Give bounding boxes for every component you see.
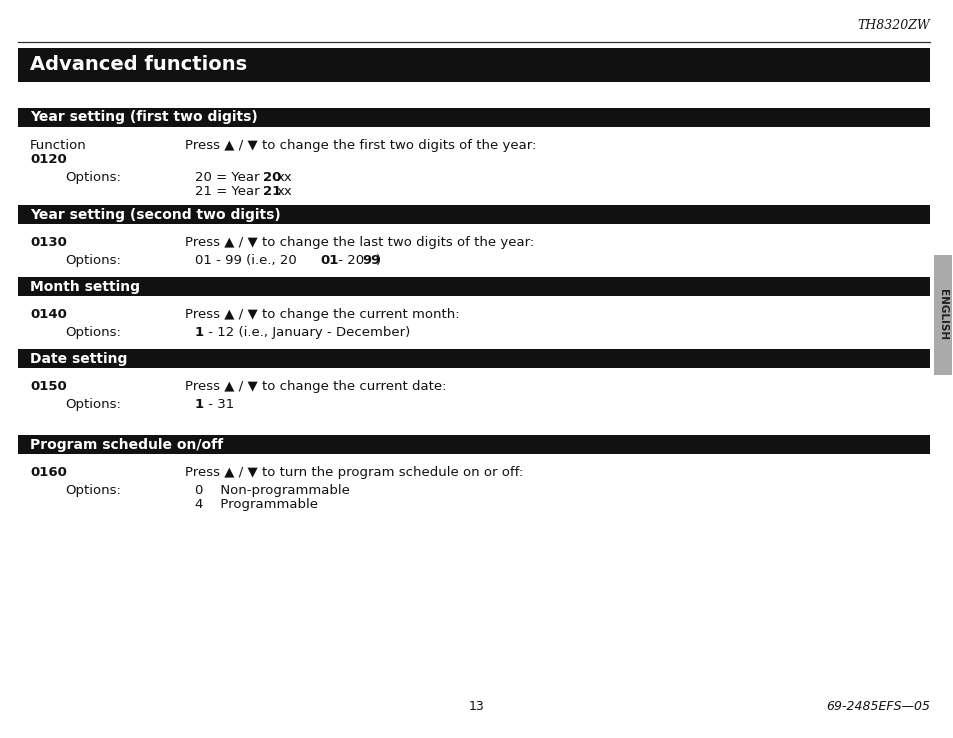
- Bar: [18, 277, 929, 296]
- Text: 21 = Year: 21 = Year: [194, 185, 264, 198]
- Text: 21: 21: [263, 185, 281, 198]
- Bar: [18, 349, 929, 368]
- Text: TH8320ZW: TH8320ZW: [857, 19, 929, 32]
- Text: 0120: 0120: [30, 153, 67, 166]
- Text: Program schedule on/off: Program schedule on/off: [30, 438, 223, 452]
- Text: Press ▲ / ▼ to change the current month:: Press ▲ / ▼ to change the current month:: [185, 308, 459, 321]
- Text: Press ▲ / ▼ to change the first two digits of the year:: Press ▲ / ▼ to change the first two digi…: [185, 139, 536, 152]
- Text: 0    Non-programmable: 0 Non-programmable: [194, 484, 350, 497]
- Text: Press ▲ / ▼ to turn the program schedule on or off:: Press ▲ / ▼ to turn the program schedule…: [185, 466, 522, 479]
- Text: Year setting (second two digits): Year setting (second two digits): [30, 207, 280, 221]
- Text: Function: Function: [30, 139, 87, 152]
- Text: 13: 13: [469, 700, 484, 713]
- Text: Date setting: Date setting: [30, 351, 128, 365]
- Text: Press ▲ / ▼ to change the current date:: Press ▲ / ▼ to change the current date:: [185, 380, 446, 393]
- Text: Advanced functions: Advanced functions: [30, 55, 247, 75]
- Text: Month setting: Month setting: [30, 280, 140, 294]
- Text: Year setting (first two digits): Year setting (first two digits): [30, 111, 257, 125]
- Bar: [18, 108, 929, 127]
- Bar: [18, 48, 929, 82]
- Text: Press ▲ / ▼ to change the last two digits of the year:: Press ▲ / ▼ to change the last two digit…: [185, 236, 534, 249]
- Text: 20: 20: [263, 171, 281, 184]
- Text: 0130: 0130: [30, 236, 67, 249]
- Text: Options:: Options:: [65, 171, 121, 184]
- Bar: [18, 205, 929, 224]
- Text: 0140: 0140: [30, 308, 67, 321]
- Text: Options:: Options:: [65, 484, 121, 497]
- Text: ): ): [375, 254, 381, 267]
- Text: ENGLISH: ENGLISH: [937, 289, 947, 340]
- Bar: [18, 435, 929, 454]
- Text: 0160: 0160: [30, 466, 67, 479]
- Text: Options:: Options:: [65, 326, 121, 339]
- Text: 01 - 99 (i.e., 20: 01 - 99 (i.e., 20: [194, 254, 296, 267]
- Text: 99: 99: [361, 254, 380, 267]
- Text: xx: xx: [276, 171, 293, 184]
- Text: - 31: - 31: [204, 398, 234, 411]
- Bar: [933, 255, 951, 375]
- Text: xx: xx: [276, 185, 293, 198]
- Text: 69-2485EFS—05: 69-2485EFS—05: [825, 700, 929, 713]
- Text: 1: 1: [194, 326, 204, 339]
- Text: 4    Programmable: 4 Programmable: [194, 498, 317, 511]
- Text: Options:: Options:: [65, 398, 121, 411]
- Text: - 20: - 20: [334, 254, 364, 267]
- Text: 20 = Year: 20 = Year: [194, 171, 263, 184]
- Text: 1: 1: [194, 398, 204, 411]
- Text: Options:: Options:: [65, 254, 121, 267]
- Text: - 12 (i.e., January - December): - 12 (i.e., January - December): [204, 326, 410, 339]
- Text: 0150: 0150: [30, 380, 67, 393]
- Text: 01: 01: [319, 254, 338, 267]
